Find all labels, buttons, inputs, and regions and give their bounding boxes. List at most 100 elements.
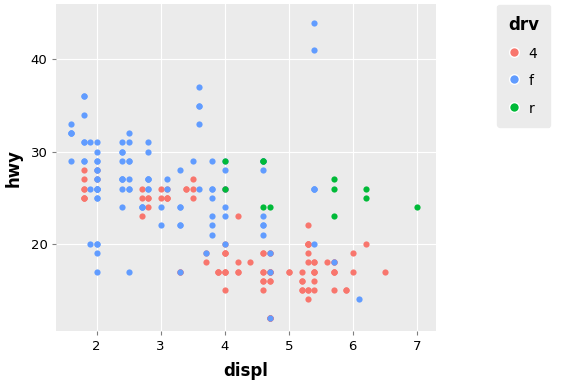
r [259,158,268,164]
4 [175,268,184,275]
f [207,222,217,228]
f [124,158,133,164]
4 [265,268,274,275]
f [92,241,101,247]
f [86,139,95,146]
4 [143,195,153,201]
f [118,176,127,182]
4 [137,213,146,219]
f [310,47,319,53]
4 [220,185,229,192]
4 [304,222,313,228]
4 [156,195,165,201]
f [175,204,184,210]
f [195,121,204,127]
4 [79,185,89,192]
4 [188,185,198,192]
4 [310,259,319,265]
4 [246,259,255,265]
f [86,185,95,192]
f [124,139,133,146]
f [175,268,184,275]
4 [175,268,184,275]
f [175,222,184,228]
f [79,158,89,164]
f [92,167,101,173]
f [92,185,101,192]
f [143,176,153,182]
f [220,167,229,173]
4 [214,268,223,275]
4 [361,241,370,247]
f [79,93,89,99]
f [310,185,319,192]
4 [220,268,229,275]
4 [220,287,229,293]
f [92,185,101,192]
4 [297,287,306,293]
4 [297,268,306,275]
f [66,130,75,136]
f [92,167,101,173]
r [265,204,274,210]
f [220,158,229,164]
4 [297,278,306,284]
4 [329,268,338,275]
f [220,204,229,210]
f [118,139,127,146]
4 [265,268,274,275]
r [220,158,229,164]
4 [304,241,313,247]
r [220,185,229,192]
4 [162,195,172,201]
4 [342,287,351,293]
4 [265,314,274,321]
4 [297,287,306,293]
f [92,185,101,192]
f [354,296,363,302]
f [79,112,89,118]
4 [304,287,313,293]
f [143,185,153,192]
f [124,176,133,182]
f [118,185,127,192]
f [259,213,268,219]
4 [143,204,153,210]
4 [310,278,319,284]
4 [259,250,268,256]
4 [181,185,191,192]
4 [329,259,338,265]
4 [310,259,319,265]
f [220,185,229,192]
f [220,241,229,247]
4 [310,268,319,275]
4 [233,259,242,265]
4 [259,287,268,293]
4 [220,250,229,256]
4 [220,250,229,256]
f [86,241,95,247]
4 [342,287,351,293]
4 [265,314,274,321]
4 [79,185,89,192]
f [162,176,172,182]
f [92,149,101,155]
4 [329,287,338,293]
4 [143,195,153,201]
f [92,250,101,256]
f [79,158,89,164]
4 [137,195,146,201]
f [265,314,274,321]
f [156,222,165,228]
4 [188,176,198,182]
f [310,241,319,247]
f [265,250,274,256]
f [143,149,153,155]
4 [181,185,191,192]
f [92,185,101,192]
4 [92,176,101,182]
4 [259,278,268,284]
4 [265,268,274,275]
f [143,139,153,146]
4 [214,268,223,275]
